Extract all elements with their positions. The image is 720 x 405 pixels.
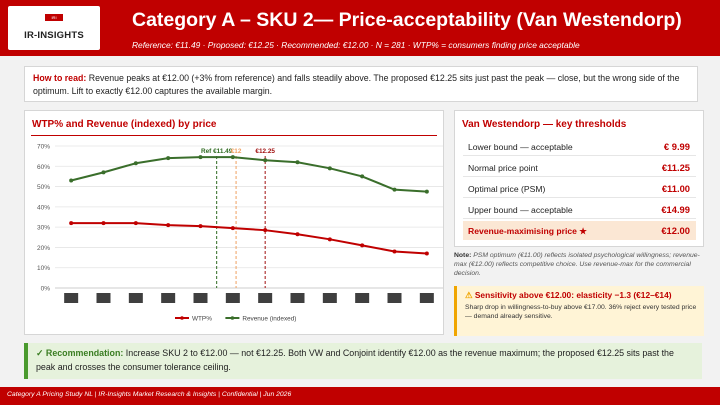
data-point bbox=[327, 166, 332, 171]
check-icon: ✓ bbox=[36, 348, 44, 358]
data-point bbox=[101, 221, 106, 226]
recommendation-label: Recommendation: bbox=[45, 348, 124, 358]
y-tick-label: 30% bbox=[37, 225, 50, 232]
data-point bbox=[166, 156, 171, 161]
y-tick-label: 70% bbox=[37, 144, 50, 151]
legend-marker bbox=[230, 316, 235, 320]
warning-icon: ⚠ bbox=[465, 290, 473, 300]
data-point bbox=[263, 228, 268, 233]
data-point bbox=[360, 243, 365, 248]
x-tick-marker bbox=[64, 293, 79, 303]
logo-badge: IRI bbox=[45, 14, 63, 21]
data-point bbox=[133, 161, 138, 166]
threshold-value: € 9.99 bbox=[663, 141, 690, 152]
thresholds-panel: Van Westendorp — key thresholds Lower bo… bbox=[454, 110, 704, 247]
threshold-label: Optimal price (PSM) bbox=[468, 184, 546, 194]
x-tick-marker bbox=[387, 293, 402, 303]
legend-label: Revenue (indexed) bbox=[242, 315, 296, 322]
x-tick-marker bbox=[355, 293, 370, 303]
y-tick-label: 50% bbox=[37, 184, 50, 191]
sensitivity-title: Sensitivity above €12.00: elasticity −1.… bbox=[474, 290, 672, 300]
legend-label: WTP% bbox=[192, 315, 212, 322]
y-tick-label: 60% bbox=[37, 164, 50, 171]
thresholds-title: Van Westendorp — key thresholds bbox=[462, 119, 627, 130]
data-point bbox=[392, 249, 397, 254]
threshold-row: Lower bound — acceptable € 9.99 bbox=[463, 137, 696, 156]
data-point bbox=[133, 221, 138, 226]
threshold-row: Normal price point €11.25 bbox=[463, 158, 696, 177]
how-to-read-text: Revenue peaks at €12.00 (+3% from refere… bbox=[33, 73, 680, 96]
threshold-value: €12.00 bbox=[661, 225, 690, 236]
note-label: Note: bbox=[454, 252, 472, 259]
chart-title-rule bbox=[31, 135, 437, 136]
threshold-value: €14.99 bbox=[661, 204, 690, 215]
sensitivity-body: Sharp drop in willingness-to-buy above €… bbox=[465, 304, 697, 320]
chart-title: WTP% and Revenue (indexed) by price bbox=[32, 119, 217, 130]
series-line bbox=[70, 156, 427, 193]
how-to-read-label: How to read: bbox=[33, 73, 87, 83]
data-point bbox=[166, 223, 171, 228]
threshold-label: Normal price point bbox=[468, 163, 538, 173]
x-tick-marker bbox=[193, 293, 208, 303]
data-point bbox=[295, 232, 300, 237]
data-point bbox=[424, 251, 429, 256]
x-tick-marker bbox=[322, 293, 337, 303]
x-tick-marker bbox=[258, 293, 273, 303]
logo: IRI IR-INSIGHTS bbox=[8, 6, 100, 50]
data-point bbox=[424, 189, 429, 194]
threshold-row: Upper bound — acceptable €14.99 bbox=[463, 200, 696, 219]
x-tick-marker bbox=[419, 293, 434, 303]
y-tick-label: 40% bbox=[37, 204, 50, 211]
data-point bbox=[198, 224, 203, 229]
page-title: Category A – SKU 2— Price-acceptability … bbox=[132, 9, 682, 31]
data-point bbox=[198, 155, 203, 160]
x-tick-marker bbox=[290, 293, 305, 303]
note-text: Note: PSM optimum (€11.00) reflects isol… bbox=[454, 251, 708, 278]
reference-line-label: €12.25 bbox=[255, 148, 275, 155]
footer-bar: Category A Pricing Study NL | IR-Insight… bbox=[0, 387, 720, 405]
line-chart: 0% 10% 20% 30% 40% 50% 60% 70% Ref €11.49€12 €12.… bbox=[37, 144, 443, 322]
data-point bbox=[69, 178, 74, 183]
data-point bbox=[392, 187, 397, 192]
recommendation-text: Increase SKU 2 to €12.00 — not €12.25. B… bbox=[36, 348, 674, 372]
threshold-label: Revenue-maximising price ★ bbox=[468, 226, 587, 236]
header-banner: IRI IR-INSIGHTS Category A – SKU 2— Pric… bbox=[0, 0, 720, 56]
data-point bbox=[230, 155, 235, 160]
reference-line-label: Ref €11.49 bbox=[201, 148, 233, 155]
how-to-read-box: How to read: Revenue peaks at €12.00 (+3… bbox=[24, 66, 698, 102]
data-point bbox=[69, 221, 74, 226]
data-point bbox=[327, 237, 332, 242]
data-point bbox=[101, 170, 106, 175]
sensitivity-title-line: ⚠ Sensitivity above €12.00: elasticity −… bbox=[465, 290, 698, 300]
data-point bbox=[360, 174, 365, 179]
data-point bbox=[295, 160, 300, 165]
data-point bbox=[263, 158, 268, 163]
chart-panel: WTP% and Revenue (indexed) by price 0% 10… bbox=[24, 110, 444, 335]
x-tick-marker bbox=[225, 293, 240, 303]
threshold-value: €11.00 bbox=[661, 183, 690, 194]
sensitivity-callout: ⚠ Sensitivity above €12.00: elasticity −… bbox=[454, 286, 704, 336]
logo-text: IR-INSIGHTS bbox=[24, 30, 84, 41]
y-tick-label: 0% bbox=[41, 286, 51, 293]
reference-line-label: €12 bbox=[231, 148, 242, 155]
threshold-label: Upper bound — acceptable bbox=[468, 205, 573, 215]
note-body: PSM optimum (€11.00) reflects isolated p… bbox=[454, 252, 700, 277]
threshold-row-highlight: Revenue-maximising price ★ €12.00 bbox=[463, 221, 696, 240]
page-subtitle: Reference: €11.49 · Proposed: €12.25 · R… bbox=[132, 40, 580, 50]
data-point bbox=[230, 226, 235, 231]
threshold-label: Lower bound — acceptable bbox=[468, 142, 573, 152]
threshold-value: €11.25 bbox=[661, 162, 690, 173]
x-tick-marker bbox=[161, 293, 176, 303]
series-line bbox=[71, 222, 427, 255]
x-tick-marker bbox=[96, 293, 111, 303]
legend-marker bbox=[180, 316, 184, 320]
y-tick-label: 10% bbox=[37, 265, 50, 272]
threshold-row: Optimal price (PSM) €11.00 bbox=[463, 179, 696, 198]
y-tick-label: 20% bbox=[37, 245, 50, 252]
recommendation-box: ✓ Recommendation: Increase SKU 2 to €12.… bbox=[24, 343, 702, 379]
x-tick-marker bbox=[128, 293, 143, 303]
footer-text: Category A Pricing Study NL | IR-Insight… bbox=[7, 391, 292, 398]
